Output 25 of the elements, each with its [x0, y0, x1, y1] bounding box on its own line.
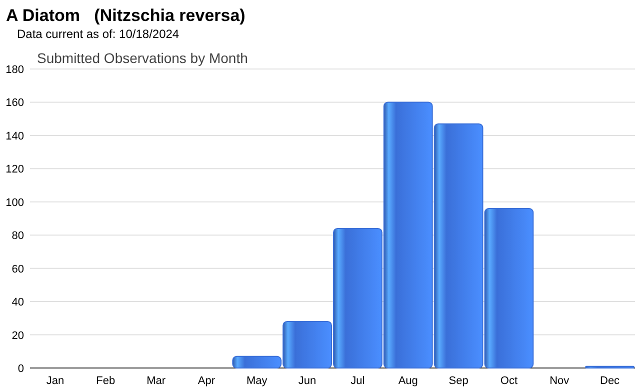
x-tick-label: Jun	[298, 375, 316, 387]
y-tick-label: 0	[18, 363, 24, 375]
x-tick-label: Dec	[600, 375, 620, 387]
y-tick-label: 160	[6, 97, 24, 110]
x-tick-label: Apr	[198, 375, 216, 387]
chart-subtitle: Data current as of: 10/18/2024	[17, 27, 180, 41]
x-tick-label: Aug	[398, 375, 418, 387]
x-tick-label: Feb	[96, 375, 116, 387]
y-tick-label: 80	[12, 230, 24, 242]
x-tick-label: May	[246, 375, 268, 387]
y-tick-label: 180	[6, 64, 24, 76]
y-tick-label: 140	[6, 130, 24, 142]
y-tick-label: 60	[12, 263, 24, 276]
x-tick-label: Sep	[448, 375, 468, 387]
text: Submitted Observations by Month	[37, 50, 248, 66]
y-tick-label: 100	[6, 196, 24, 209]
y-tick-label: 40	[12, 296, 24, 309]
x-tick-label: Mar	[146, 375, 166, 387]
x-tick-label: Oct	[500, 375, 518, 387]
y-tick-label: 120	[6, 164, 24, 176]
y-tick-label: 20	[12, 330, 24, 342]
x-tick-label: Jan	[46, 375, 64, 387]
x-tick-label: Nov	[550, 375, 570, 387]
chart-title: A Diatom (Nitzschia reversa)	[6, 6, 246, 25]
x-tick-label: Jul	[350, 375, 365, 387]
